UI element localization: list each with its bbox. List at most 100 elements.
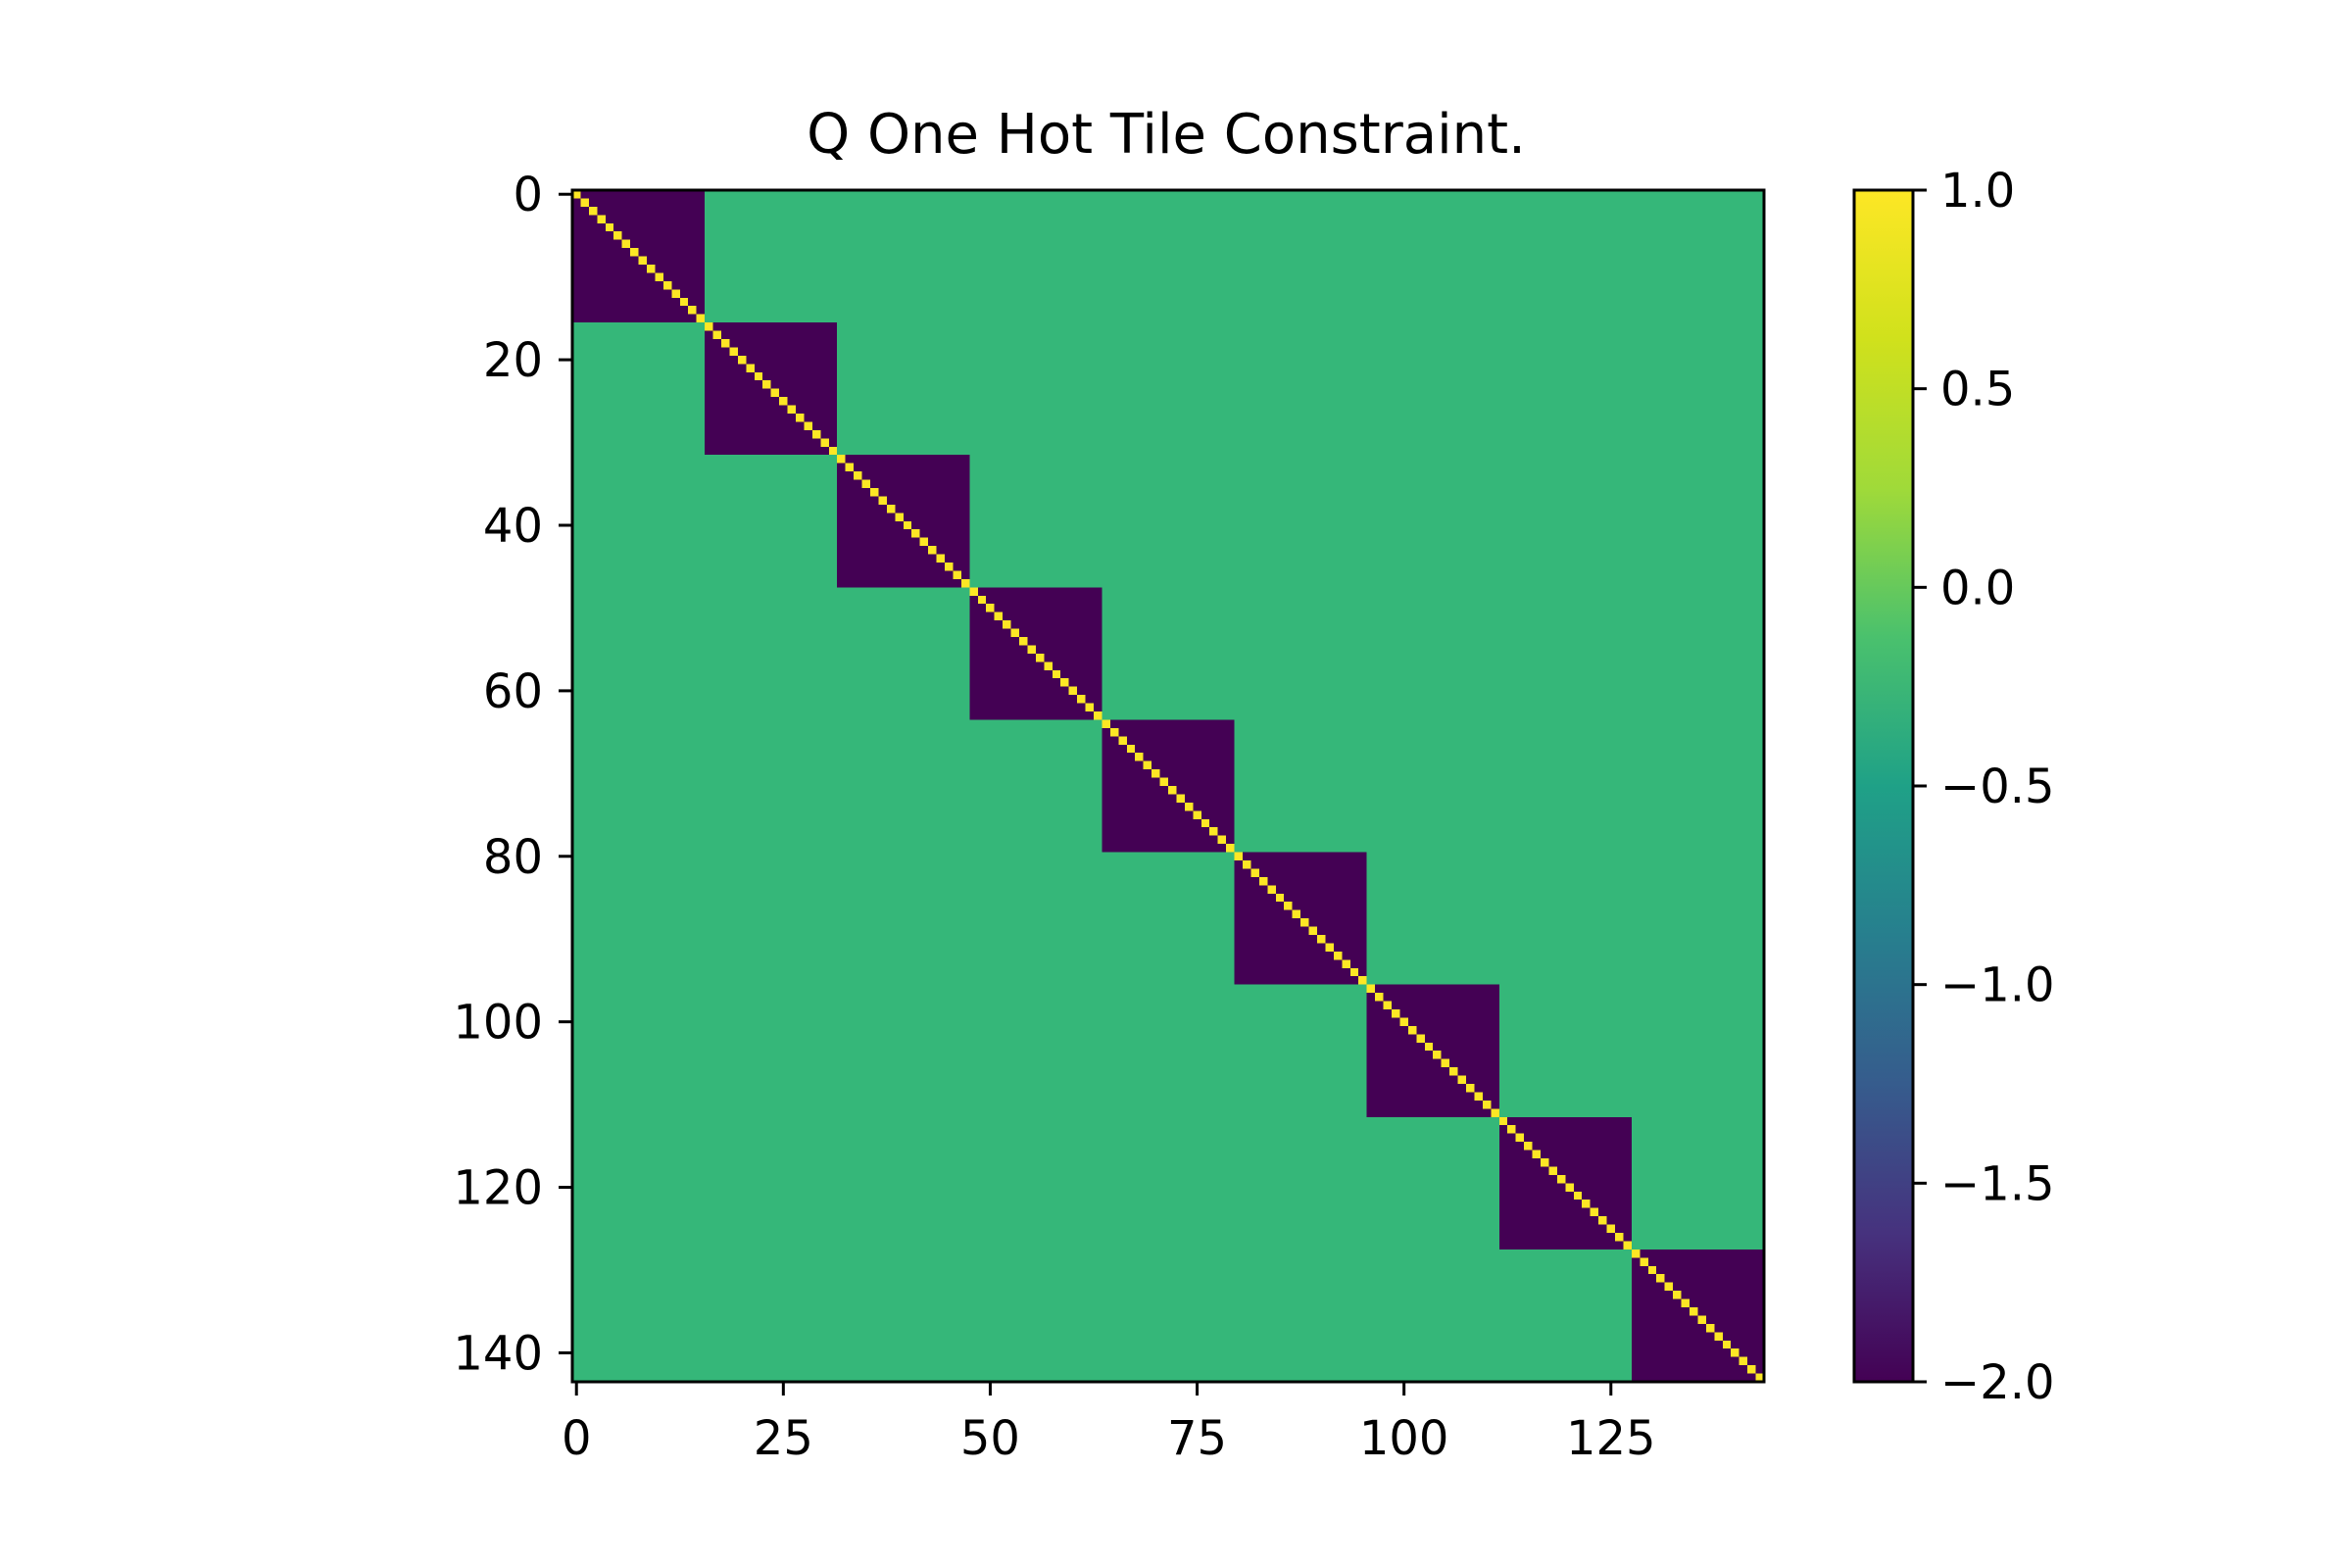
heatmap-diagonal-cell [796,414,805,422]
x-tick-label: 75 [1167,1411,1227,1466]
heatmap-diagonal-cell [572,190,581,199]
heatmap-diagonal-cell [1407,1025,1417,1035]
heatmap-diagonal-cell [638,256,647,265]
heatmap-diagonal-cell [1606,1224,1615,1233]
heatmap-diagonal-cell [1524,1142,1533,1151]
chart-title: Q One Hot Tile Constraint. [807,103,1526,167]
heatmap-diagonal-cell [1184,802,1194,811]
heatmap-diagonal-cell [1375,993,1384,1002]
heatmap-diagonal-cell [1747,1365,1756,1374]
colorbar-tick-label: 0.5 [1940,363,2015,417]
colorbar-tick-label: 0.0 [1940,561,2015,615]
heatmap-diagonal-cell [1292,909,1301,919]
heatmap-diagonal-cell [671,289,680,298]
heatmap-diagonal-cell [945,563,954,571]
y-tick-label: 100 [453,996,543,1051]
heatmap-diagonal-cell [1317,935,1326,944]
heatmap-diagonal-cell [1176,794,1185,803]
heatmap-diagonal-cell [1392,1009,1400,1018]
heatmap-diagonal-cell [1590,1207,1599,1217]
heatmap-diagonal-cell [870,488,879,497]
heatmap-diagonal-cell [662,280,672,290]
heatmap-diagonal-cell [1690,1307,1698,1316]
heatmap-diagonal-cell [1491,1108,1499,1117]
heatmap-diagonal-cell [580,198,589,207]
heatmap-diagonal-cell [1673,1291,1682,1299]
heatmap-diagonal-cell [746,364,755,372]
x-tick-label: 100 [1359,1411,1449,1466]
heatmap-diagonal-cell [1060,678,1069,687]
heatmap-diagonal-cell [845,463,855,472]
heatmap-diagonal-cell [630,248,639,257]
heatmap-diagonal-cell [1615,1233,1624,1242]
heatmap-diagonal-cell [1118,736,1127,745]
heatmap-diagonal-cell [1159,777,1168,786]
heatmap-diagonal-cell [779,397,788,406]
x-tick-label: 25 [754,1411,813,1466]
heatmap-diagonal-cell [1308,926,1317,935]
heatmap-diagonal-cell [1664,1282,1674,1292]
heatmap-diagonal-cell [1275,893,1285,903]
heatmap-diagonal-cell [936,554,945,563]
plot-frame [570,188,1766,1384]
heatmap-diagonal-cell [1498,1116,1508,1126]
y-tick-label: 0 [513,168,543,222]
heatmap-diagonal-cell [1541,1158,1549,1167]
heatmap-diagonal-cell [597,215,606,223]
colorbar-tick-label: 1.0 [1940,164,2015,219]
x-tick-label: 125 [1566,1411,1656,1466]
heatmap-diagonal-cell [647,265,656,273]
heatmap-diagonal-cell [1250,868,1259,877]
heatmap-diagonal-cell [1226,844,1235,853]
heatmap-diagonal-cell [1325,943,1334,952]
heatmap-diagonal-cell [621,239,631,249]
heatmap-diagonal-cell [1243,860,1251,869]
y-tick-label: 60 [483,664,543,719]
heatmap-diagonal-cell [878,496,887,505]
heatmap-diagonal-cell [1714,1332,1723,1341]
colorbar-tick-label: −0.5 [1940,760,2055,814]
heatmap-diagonal-cell [811,429,821,439]
heatmap-diagonal-cell [837,455,846,464]
heatmap-diagonal-cell [994,612,1004,621]
heatmap-diagonal-cell [1366,984,1376,994]
y-tick-label: 20 [483,333,543,388]
heatmap-diagonal-cell [688,306,697,315]
heatmap-diagonal-cell [1722,1340,1732,1349]
heatmap-diagonal-cell [1102,719,1110,728]
heatmap-diagonal-cell [928,546,937,555]
heatmap-diagonal-cell [1656,1274,1665,1283]
x-tick-label: 50 [960,1411,1020,1466]
heatmap-diagonal-cell [1094,711,1102,720]
heatmap-diagonal-cell [1135,753,1144,761]
heatmap-diagonal-cell [754,371,763,381]
heatmap-diagonal-cell [705,322,713,331]
heatmap-diagonal-cell [588,206,598,216]
x-tick-label: 0 [562,1411,592,1466]
heatmap-diagonal-cell [1126,744,1136,754]
heatmap-diagonal-cell [1143,760,1152,770]
heatmap-diagonal-cell [1068,686,1078,696]
heatmap-diagonal-cell [969,587,978,596]
heatmap-diagonal-cell [729,347,738,356]
heatmap-diagonal-cell [1705,1323,1715,1333]
heatmap-diagonal-cell [605,222,614,232]
heatmap-diagonal-cell [1433,1051,1442,1059]
colorbar [1852,188,1915,1384]
plot-area [572,190,1764,1382]
heatmap-diagonal-cell [1697,1315,1706,1324]
heatmap-diagonal-cell [1035,653,1045,662]
heatmap-diagonal-cell [1441,1058,1450,1068]
x-axis: 0 25 50 75 100 125 [562,1382,1656,1466]
heatmap-diagonal-cell [861,479,870,488]
y-tick-label: 120 [453,1161,543,1216]
heatmap-diagonal-cell [1424,1042,1434,1052]
heatmap-diagonal-cell [1457,1075,1466,1084]
heatmap-diagonal-cell [1109,727,1119,737]
heatmap-diagonal-cell [903,520,912,530]
y-tick-label: 140 [453,1326,543,1381]
heatmap-diagonal-cell [854,471,862,480]
heatmap-diagonal-cell [828,446,838,456]
heatmap-diagonal-cell [986,604,995,612]
colorbar-tick-label: −2.0 [1940,1355,2055,1410]
